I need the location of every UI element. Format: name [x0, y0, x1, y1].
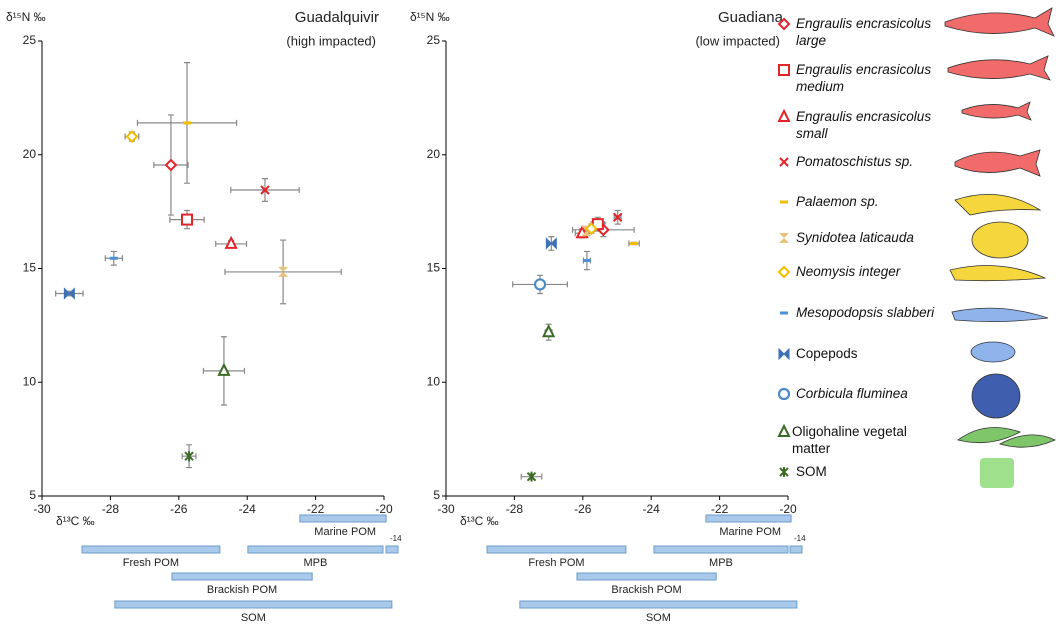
- y-tick-label: 5: [433, 488, 440, 502]
- legend-label: Pomatoschistus sp.: [796, 153, 944, 170]
- legend-label: Synidotea laticauda: [796, 229, 944, 246]
- point: [779, 267, 789, 277]
- x-tick-label: -20: [375, 502, 393, 516]
- point: [630, 242, 638, 245]
- x-tick-label: -22: [307, 502, 325, 516]
- point: [110, 257, 118, 260]
- point: [780, 158, 788, 166]
- icons: [945, 8, 1055, 488]
- range-bar: [115, 601, 392, 608]
- y-tick-label: 25: [23, 33, 37, 47]
- range-label: MPB: [304, 557, 328, 569]
- chart-title: Guadiana: [718, 9, 784, 26]
- point: [780, 312, 788, 315]
- point: [779, 349, 789, 359]
- point: [166, 160, 176, 170]
- chart-title: Guadalquivir: [295, 9, 379, 26]
- point: [544, 326, 554, 336]
- range-break: [790, 546, 802, 553]
- point: [583, 259, 591, 262]
- x-tick-label: -30: [437, 502, 455, 516]
- point: [779, 389, 789, 399]
- range-label: MPB: [709, 557, 733, 569]
- range-label: Marine POM: [719, 526, 781, 538]
- range-bar: [706, 515, 791, 522]
- y-tick-label: 25: [427, 33, 441, 47]
- y-tick-label: 20: [23, 147, 37, 161]
- x-tick-label: -24: [239, 502, 257, 516]
- point: [779, 65, 789, 75]
- legend-label: SOM: [796, 463, 926, 480]
- x-tick-label: -22: [711, 502, 729, 516]
- range-break: [386, 546, 398, 553]
- range-bar: [654, 546, 788, 553]
- y-axis-label: δ¹⁵N ‰: [6, 10, 46, 24]
- legend-label: Mesopodopsis slabberi: [796, 304, 944, 321]
- point: [219, 365, 229, 375]
- legend-label: Engraulis encrasicolus large: [796, 15, 944, 49]
- range-bar: [577, 573, 716, 580]
- range-label: SOM: [646, 612, 671, 624]
- y-tick-label: 10: [427, 374, 441, 388]
- legend-label: Neomysis integer: [796, 263, 944, 280]
- legend-label: Engraulis encrasicolus medium: [796, 61, 944, 95]
- range-bar: [172, 573, 312, 580]
- point: [183, 121, 191, 124]
- y-tick-label: 5: [29, 488, 36, 502]
- y-axis-label: δ¹⁵N ‰: [410, 10, 450, 24]
- range-bar: [300, 515, 386, 522]
- x-axis-label: δ¹³C ‰: [460, 514, 499, 528]
- figure: Guadalquivir (high impacted) δ¹⁵N ‰ δ¹³C ‰ 5…: [0, 0, 1064, 629]
- point: [535, 279, 545, 289]
- x-tick-label: -20: [779, 502, 797, 516]
- x-tick-label: -26: [170, 502, 188, 516]
- point: [779, 233, 789, 243]
- legend-label: Copepods: [796, 345, 926, 362]
- range-label: SOM: [241, 612, 266, 624]
- chart-subtitle: (high impacted): [286, 33, 376, 48]
- point: [780, 201, 788, 204]
- range-bar: [520, 601, 797, 608]
- point: [779, 111, 789, 121]
- legend-label: Palaemon sp.: [796, 193, 944, 210]
- range-label: Marine POM: [314, 526, 376, 538]
- break-label: -14: [794, 534, 806, 543]
- x-tick-label: -28: [506, 502, 524, 516]
- point: [127, 132, 137, 142]
- legend-label: Corbicula fluminea: [796, 385, 944, 402]
- point: [64, 289, 74, 299]
- x-axis-label: δ¹³C ‰: [56, 514, 95, 528]
- x-tick-label: -30: [33, 502, 51, 516]
- point: [779, 426, 789, 436]
- break-label: -14: [390, 534, 402, 543]
- x-tick-label: -24: [643, 502, 661, 516]
- range-bar: [248, 546, 383, 553]
- x-tick-label: -26: [574, 502, 592, 516]
- range-label: Brackish POM: [207, 584, 277, 596]
- y-tick-label: 15: [23, 261, 37, 275]
- y-tick-label: 15: [427, 261, 441, 275]
- y-tick-label: 20: [427, 147, 441, 161]
- range-label: Fresh POM: [528, 557, 584, 569]
- point: [226, 238, 236, 248]
- y-tick-label: 10: [23, 374, 37, 388]
- x-tick-label: -28: [102, 502, 120, 516]
- legend-label: Oligohaline vegetal matter: [792, 423, 922, 457]
- point: [182, 215, 192, 225]
- point: [780, 467, 788, 477]
- range-label: Brackish POM: [611, 584, 681, 596]
- legend-label: Engraulis encrasicolus small: [796, 108, 944, 142]
- chart-subtitle: (low impacted): [695, 33, 780, 48]
- range-bar: [82, 546, 220, 553]
- range-label: Fresh POM: [123, 557, 179, 569]
- range-bar: [487, 546, 626, 553]
